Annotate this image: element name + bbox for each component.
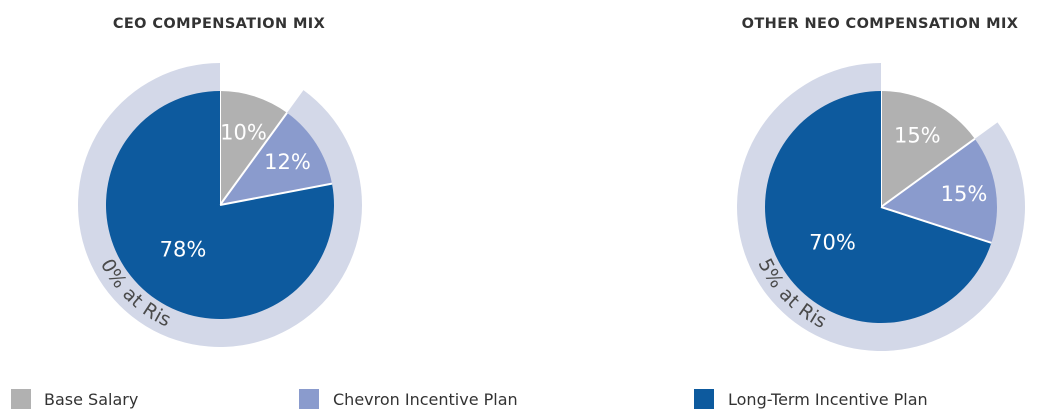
ceo-pie-chart: 10%12%78%90% at Risk <box>0 0 363 347</box>
legend-swatch-long-term-incentive-plan <box>694 389 714 409</box>
neo-slice-separator <box>880 206 992 244</box>
ceo-slice-separator <box>219 182 333 206</box>
ceo-slice-label-base-salary: 10% <box>220 121 267 145</box>
ceo-slice-chevron-incentive-plan <box>220 112 332 205</box>
neo-slice-label-base-salary: 15% <box>894 124 941 148</box>
legend-swatch-base-salary <box>11 389 31 409</box>
legend: Base Salary Chevron Incentive Plan Long-… <box>11 389 928 409</box>
ceo-slice-label-chevron-incentive-plan: 12% <box>264 150 311 174</box>
neo-slice-chevron-incentive-plan <box>881 138 997 243</box>
neo-slice-label-chevron-incentive-plan: 15% <box>941 182 988 206</box>
ceo-slice-separator <box>219 112 288 206</box>
neo-slice-separator <box>880 138 976 208</box>
legend-label-long-term-incentive-plan: Long-Term Incentive Plan <box>728 390 928 409</box>
legend-swatch-chevron-incentive-plan <box>299 389 319 409</box>
neo-chart-title: OTHER NEO COMPENSATION MIX <box>742 16 1019 32</box>
neo-slice-label-long-term-incentive-plan: 70% <box>809 230 856 254</box>
ceo-slice-base-salary <box>220 91 288 205</box>
neo-slice-base-salary <box>881 90 975 207</box>
ceo-slice-label-long-term-incentive-plan: 78% <box>160 238 207 262</box>
legend-label-chevron-incentive-plan: Chevron Incentive Plan <box>333 390 518 409</box>
ceo-slice-long-term-incentive-plan <box>105 91 334 319</box>
legend-label-base-salary: Base Salary <box>44 390 138 409</box>
ceo-chart-title: CEO COMPENSATION MIX <box>113 16 325 32</box>
neo-slice-long-term-incentive-plan <box>764 91 992 323</box>
